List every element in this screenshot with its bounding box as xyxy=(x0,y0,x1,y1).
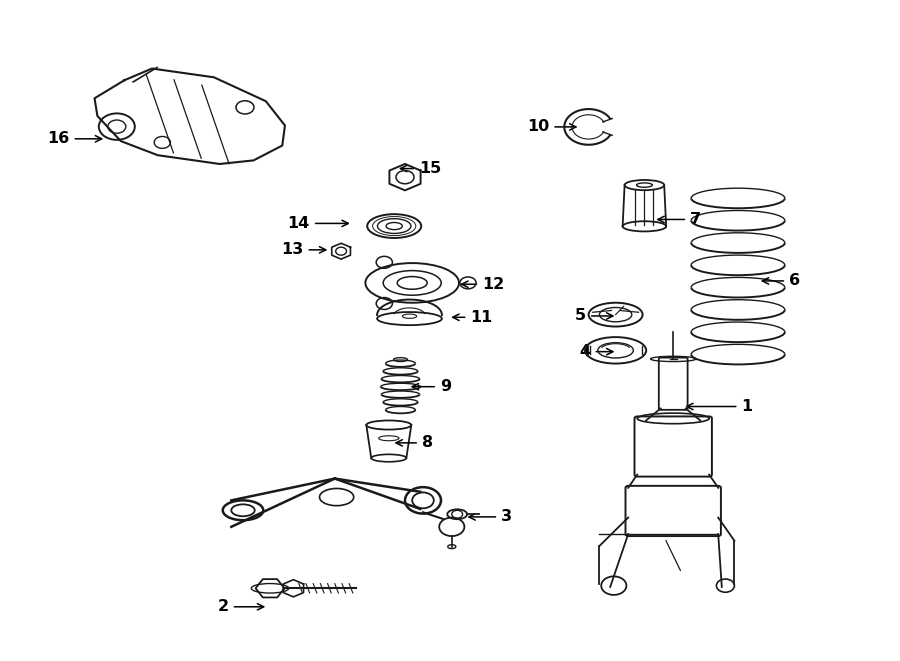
Text: 8: 8 xyxy=(396,436,433,450)
Text: 15: 15 xyxy=(400,161,441,176)
Text: 10: 10 xyxy=(527,120,576,134)
Text: 9: 9 xyxy=(412,379,451,394)
Text: 16: 16 xyxy=(48,132,102,146)
Text: 7: 7 xyxy=(658,212,701,227)
Text: 14: 14 xyxy=(288,216,348,231)
Text: 5: 5 xyxy=(575,309,613,323)
Text: 3: 3 xyxy=(469,510,512,524)
Text: 13: 13 xyxy=(282,243,326,257)
Text: 11: 11 xyxy=(453,310,492,325)
Text: 4: 4 xyxy=(580,344,613,359)
Text: 12: 12 xyxy=(462,277,504,292)
Text: 6: 6 xyxy=(762,274,800,288)
Text: 1: 1 xyxy=(687,399,752,414)
Text: 2: 2 xyxy=(218,600,264,614)
